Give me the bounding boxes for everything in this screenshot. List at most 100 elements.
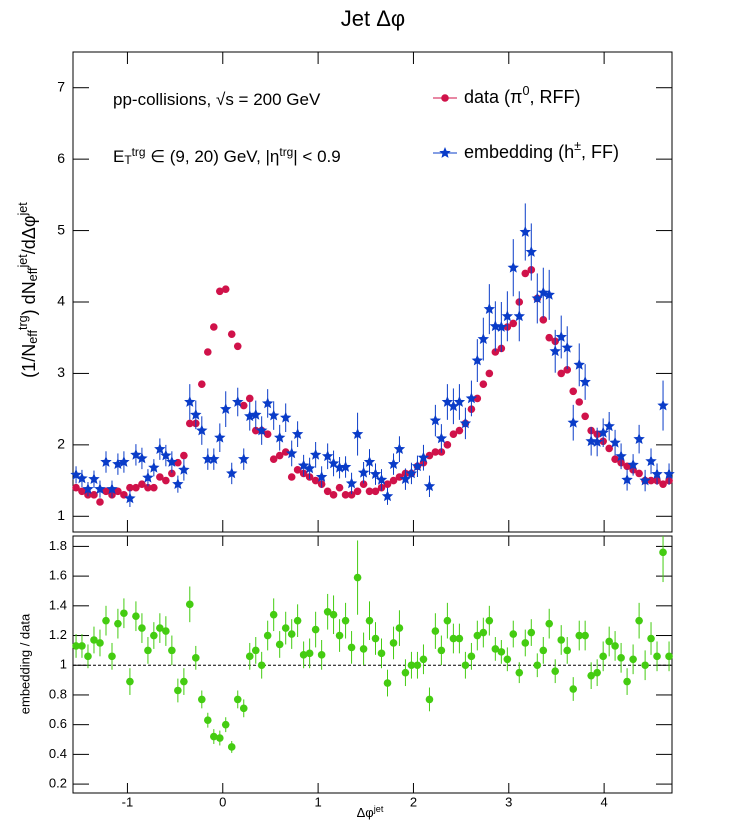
ratio-y-label: embedding / data (17, 613, 32, 714)
marker (178, 463, 190, 475)
marker (82, 483, 94, 494)
marker (227, 330, 236, 338)
y-label-part: eff (26, 330, 40, 344)
marker (561, 341, 573, 353)
y-tick-label: 4 (57, 293, 65, 309)
marker (156, 624, 164, 632)
marker (585, 435, 597, 447)
marker (311, 476, 320, 485)
marker (363, 456, 376, 467)
legend-label-part: embedding (h (464, 142, 574, 162)
marker (663, 468, 675, 479)
marker (90, 636, 98, 644)
marker (491, 645, 500, 653)
y-label-part: jet (16, 254, 30, 269)
marker (377, 649, 386, 658)
marker (599, 652, 607, 661)
legend-label-part: data (π (464, 87, 522, 107)
marker (210, 323, 218, 331)
marker (156, 473, 164, 481)
marker (651, 468, 663, 479)
annotation-part: E (113, 147, 124, 166)
marker (162, 476, 170, 485)
legend-label: embedding (h±, FF) (464, 139, 619, 161)
y-tick-label: 1 (57, 507, 65, 523)
marker (459, 417, 472, 429)
marker (443, 441, 452, 449)
marker (551, 667, 560, 675)
marker (621, 473, 633, 485)
marker (635, 469, 643, 478)
marker (78, 487, 86, 496)
marker (323, 487, 332, 496)
ratio-y-tick-label: 1.4 (49, 597, 67, 612)
marker (293, 466, 302, 474)
marker (166, 456, 178, 467)
marker (238, 453, 250, 464)
marker (275, 451, 284, 460)
marker (479, 628, 488, 637)
marker (615, 450, 627, 462)
marker (645, 455, 657, 467)
chart-title: Jet Δφ (341, 6, 405, 31)
marker (88, 473, 100, 484)
marker (214, 431, 226, 443)
marker (423, 480, 436, 492)
marker (521, 269, 530, 278)
marker (365, 487, 374, 496)
ratio-y-tick-label: 0.2 (49, 776, 67, 791)
marker (226, 467, 238, 479)
marker (114, 619, 122, 628)
ratio-y-tick-label: 1 (60, 657, 67, 672)
marker (521, 639, 530, 647)
marker (341, 491, 350, 499)
marker (581, 631, 589, 640)
marker (605, 444, 613, 453)
marker (299, 651, 308, 659)
marker (118, 456, 130, 467)
marker (100, 456, 112, 467)
marker (429, 414, 442, 426)
y-label-part: ) dN (19, 281, 39, 315)
marker (150, 631, 158, 640)
marker (659, 480, 667, 488)
marker (216, 734, 224, 742)
marker (339, 461, 352, 472)
ratio-y-tick-label: 0.8 (49, 686, 67, 701)
marker (269, 610, 278, 619)
marker (533, 661, 542, 670)
marker (563, 646, 572, 655)
marker (509, 630, 518, 638)
marker (527, 628, 536, 637)
marker (245, 652, 254, 661)
marker (485, 369, 494, 378)
marker (102, 616, 110, 625)
marker (197, 380, 206, 388)
marker (549, 345, 561, 357)
marker (138, 624, 146, 632)
x-tick-label: 4 (601, 794, 608, 809)
marker (148, 461, 160, 473)
marker (449, 634, 458, 643)
marker (160, 449, 172, 461)
y-tick-label: 7 (57, 78, 65, 94)
marker (359, 645, 368, 653)
marker (210, 732, 218, 741)
ratio-y-tick-label: 0.4 (49, 746, 67, 761)
marker (281, 448, 290, 456)
marker (239, 401, 248, 410)
marker (627, 458, 639, 470)
marker (227, 743, 236, 751)
ratio-y-tick-label: 0.6 (49, 716, 67, 731)
y-tick-label: 3 (57, 364, 65, 380)
marker (323, 607, 332, 616)
marker (635, 616, 643, 625)
marker (251, 646, 260, 655)
marker (413, 661, 422, 670)
marker (431, 627, 440, 635)
marker (665, 652, 673, 661)
marker (479, 380, 488, 388)
marker (353, 573, 362, 582)
y-label-part: /dΔφ (19, 215, 39, 254)
marker (90, 491, 98, 499)
